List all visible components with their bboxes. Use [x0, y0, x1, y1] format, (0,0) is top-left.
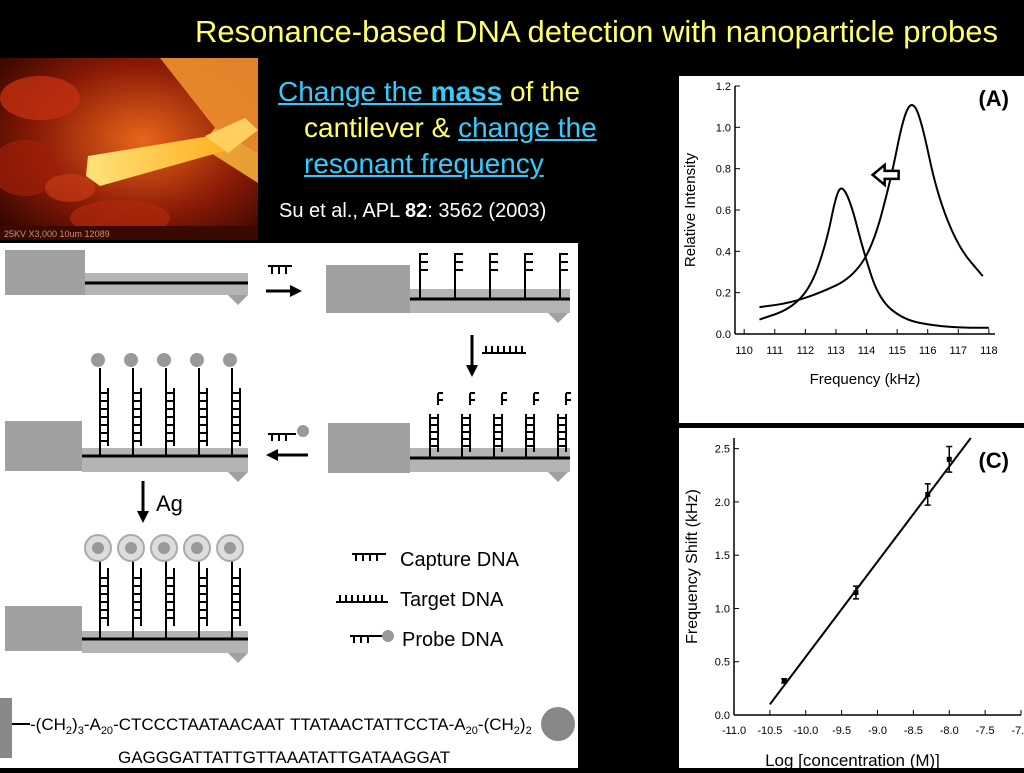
step3-hybrid-strands [429, 392, 571, 458]
chart-a-x-tick-label: 111 [766, 345, 783, 357]
chart-c-x-tick-label: -10.5 [757, 725, 782, 737]
sequence-capture: CTCCCTAATAACAAT [119, 715, 285, 734]
cantilever-photo: 25KV X3,000 10um 12089 [0, 58, 258, 240]
chart-c-x-tick-label: -8.5 [904, 725, 923, 737]
chart-c-y-tick-label: 1.5 [715, 550, 730, 562]
chart-c-y-tick-label: 2.0 [715, 497, 730, 509]
bullet-text-mass: mass [430, 76, 503, 107]
chart-a-y-label: Relative Intensity [682, 152, 699, 267]
svg-text:-(CH2)3-A20-CTCCCTAATAACAAT: -(CH2)3-A20-CTCCCTAATAACAAT [30, 715, 285, 737]
chart-c-x-tick-label: -8.0 [940, 725, 959, 737]
step5-probe-strands [99, 557, 241, 639]
citation-authors: Su et al., APL [279, 200, 406, 222]
sequence-target: GAGGGATTATTGTTAAATATTGATAAGGAT [118, 748, 450, 767]
chart-a-x-tick-label: 115 [888, 345, 906, 357]
chart-c-y-label: Frequency Shift (kHz) [684, 489, 701, 644]
chart-c-fit-line [769, 437, 972, 705]
chart-a-y-tick-label: 0.8 [716, 164, 731, 176]
chart-c-y-tick-label: 0.5 [715, 657, 730, 669]
chart-a-x-tick-label: 113 [827, 345, 845, 357]
bullet-text-resonant-frequency: resonant frequency [304, 148, 544, 179]
chart-c-x-tick-label: -7.5 [976, 725, 995, 737]
chart-a-series-1-line [759, 187, 989, 329]
chart-a-y-tick-label: 1.2 [716, 81, 731, 93]
chart-c-y-tick-label: 1.0 [715, 603, 730, 615]
step5-silver-particles [84, 534, 244, 562]
bullet-text-change-the-2: change the [458, 112, 597, 143]
step4-probe-strands [99, 368, 241, 456]
chart-a-x-label: Frequency (kHz) [810, 371, 921, 388]
bullet-point: Change the mass of the cantilever & chan… [278, 74, 678, 182]
step2-capture-strands [419, 253, 568, 299]
chart-c-point [781, 678, 787, 684]
chart-a-x-tick-label: 117 [950, 345, 968, 357]
sequence-left-linker: -(CH [30, 715, 66, 734]
step2-cantilever [326, 265, 570, 323]
chart-c-x-tick-label: -7.0 [1012, 725, 1024, 737]
chart-a-x-tick-label: 110 [735, 345, 753, 357]
chart-c-point [853, 589, 859, 595]
chart-a-panel: 0.0 0.2 0.4 0.6 0.8 1.0 1.2 110 111 112 113 114 115 1… [679, 76, 1024, 423]
capture-dna-symbol [268, 265, 292, 274]
step1-cantilever [5, 250, 248, 305]
step4-probe-particles [91, 353, 237, 367]
legend-capture-icon [352, 553, 386, 561]
chart-c-y-tick-label: 0.0 [715, 710, 730, 722]
chart-a-y-tick-label: 1.0 [716, 122, 731, 134]
sequence-diagram: -(CH2)3-A20-CTCCCTAATAACAAT TTATAACTATTC… [0, 698, 575, 767]
legend-probe-icon [350, 635, 384, 643]
chart-a-panel-label: (A) [978, 86, 1009, 111]
chart-c-x-tick-label: -9.5 [832, 725, 851, 737]
citation-pages: : 3562 (2003) [427, 200, 547, 222]
slide-title: Resonance-based DNA detection with nanop… [194, 14, 998, 49]
chart-a-y-tick-label: 0.6 [716, 205, 731, 217]
chart-c-panel: 0.0 0.5 1.0 1.5 2.0 2.5 -11.0 -10.5 -10.0 -9.5 -9.… [679, 428, 1024, 770]
chart-a-y-tick-label: 0.4 [716, 246, 731, 258]
target-dna-symbol [482, 346, 526, 354]
sequence-probe: TTATAACTATTCCTA-A [290, 715, 466, 734]
chart-c-x-label: Log [concentration (M)] [765, 751, 940, 768]
legend-capture-label: Capture DNA [400, 549, 520, 571]
citation: Su et al., APL 82: 3562 (2003) [279, 200, 546, 223]
legend-target-icon [336, 595, 388, 603]
chart-a-y-tick-label: 0.0 [716, 329, 731, 341]
chart-c-panel-label: (C) [978, 448, 1009, 473]
chart-c-point [946, 456, 952, 462]
cantilever-schematic: Ag Capture DNA Target DNA [0, 243, 578, 768]
ag-label: Ag [156, 491, 183, 516]
step3-cantilever [328, 423, 570, 482]
legend: Capture DNA Target DNA Probe DNA [336, 549, 520, 651]
shift-arrow-icon [870, 162, 900, 188]
chart-a-y-tick-label: 0.2 [716, 288, 731, 300]
bullet-text-of-the: of the [502, 76, 581, 107]
chart-a: 0.0 0.2 0.4 0.6 0.8 1.0 1.2 110 111 112 113 114 115 1… [682, 81, 1009, 388]
chart-c-y-tick-label: 2.5 [715, 444, 730, 456]
chart-c-x-tick-label: -10.0 [793, 725, 818, 737]
svg-text:TTATAACTATTCCTA-A20-(CH2)2: TTATAACTATTCCTA-A20-(CH2)2 [290, 715, 532, 737]
chart-a-x-tick-label: 112 [797, 345, 815, 357]
chart-a-x-tick-label: 118 [980, 345, 998, 357]
step4-cantilever [5, 421, 248, 482]
svg-text:25KV X3,000 10um 12089: 25KV X3,000 10um 12089 [4, 229, 110, 239]
citation-volume: 82 [405, 200, 428, 222]
chart-c-x-tick-label: -9.0 [868, 725, 887, 737]
bullet-text-change-the: Change the [278, 76, 431, 107]
chart-c-x-tick-label: -11.0 [722, 725, 746, 737]
bullet-text-cantilever: cantilever & [304, 112, 459, 143]
chart-c-point [925, 491, 931, 497]
chart-a-x-tick-label: 114 [858, 345, 876, 357]
legend-probe-label: Probe DNA [402, 629, 504, 651]
legend-target-label: Target DNA [400, 589, 504, 611]
probe-dna-symbol [268, 425, 309, 441]
chart-a-x-tick-label: 116 [919, 345, 937, 357]
step5-cantilever [5, 606, 248, 663]
chart-c: 0.0 0.5 1.0 1.5 2.0 2.5 -11.0 -10.5 -10.0 -9.5 -9.… [684, 437, 1024, 770]
